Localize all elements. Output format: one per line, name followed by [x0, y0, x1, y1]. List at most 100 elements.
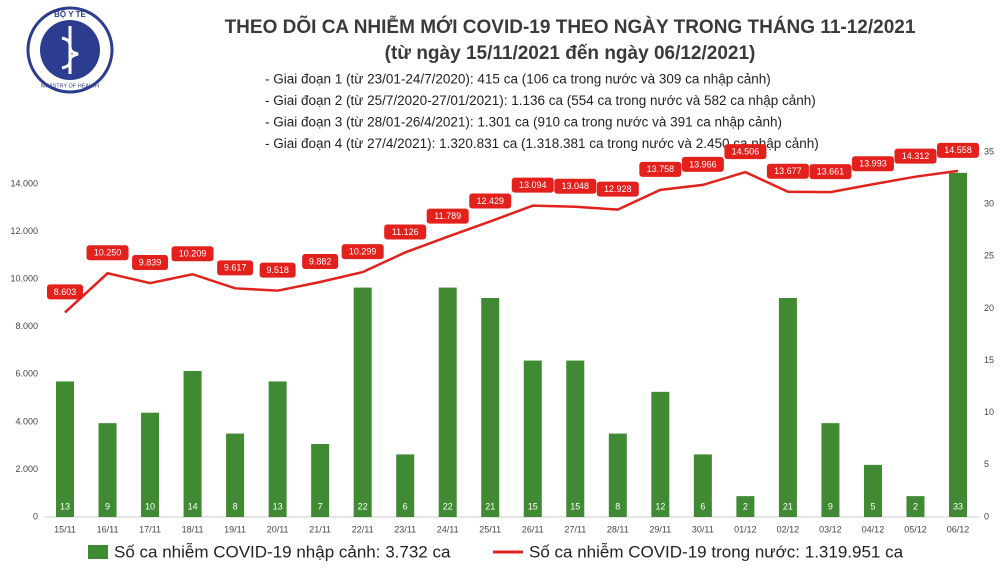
data-label: 14.506: [732, 146, 760, 156]
data-label-box: [469, 193, 512, 209]
bar: [736, 496, 755, 517]
data-label-box: [809, 164, 852, 180]
x-tick-label: 23/11: [394, 524, 416, 534]
bar-label: 15: [570, 501, 580, 511]
data-label-box: [681, 156, 724, 172]
y2-tick-label: 30: [984, 199, 994, 209]
x-tick-label: 18/11: [182, 524, 204, 534]
bar: [56, 381, 74, 517]
logo: BỘ Y TẾ MINISTRY OF HEALTH: [26, 6, 114, 94]
bar: [311, 444, 330, 517]
bar-label: 8: [233, 501, 238, 511]
legend-swatch: [88, 545, 108, 559]
bar-label: 9: [105, 501, 110, 511]
y-tick-label: 0: [33, 511, 38, 521]
data-label: 12.429: [476, 196, 504, 206]
legend-label: Số ca nhiễm COVID-19 nhập cảnh: 3.732 ca: [114, 542, 451, 561]
data-label: 9.882: [309, 256, 332, 266]
x-tick-label: 25/11: [479, 524, 501, 534]
bar: [566, 360, 585, 517]
data-label-box: [724, 144, 767, 160]
y2-tick-label: 20: [984, 303, 994, 313]
chart-title: THEO DÕI CA NHIỄM MỚI COVID-19 THEO NGÀY…: [225, 16, 916, 38]
bar: [863, 464, 882, 517]
data-label: 9.617: [224, 263, 247, 273]
bar-label: 8: [615, 501, 620, 511]
data-label-box: [851, 156, 894, 172]
data-label-box: [171, 246, 214, 262]
bar-label: 22: [443, 501, 453, 511]
bar: [353, 287, 372, 517]
bar: [906, 496, 925, 517]
data-label-box: [86, 245, 129, 261]
y-tick-label: 4.000: [15, 416, 38, 426]
bar-label: 15: [528, 501, 538, 511]
y-tick-label: 10.000: [10, 274, 38, 284]
data-label-box: [937, 142, 979, 158]
x-tick-label: 28/11: [607, 524, 629, 534]
data-label: 11.789: [434, 211, 461, 221]
y2-tick-label: 15: [984, 355, 994, 365]
data-label: 13.677: [774, 166, 802, 176]
bar-label: 2: [913, 501, 918, 511]
x-tick-label: 01/12: [734, 524, 757, 534]
data-label-box: [766, 163, 809, 179]
bar-label: 2: [743, 501, 748, 511]
data-label: 10.299: [349, 246, 377, 256]
data-label: 14.312: [902, 151, 930, 161]
y-tick-label: 14.000: [10, 178, 38, 188]
bar: [651, 391, 670, 517]
data-label-box: [639, 161, 682, 177]
bar-label: 7: [318, 501, 323, 511]
data-label: 13.966: [689, 159, 717, 169]
bar-label: 14: [188, 501, 198, 511]
data-label: 13.048: [562, 181, 590, 191]
logo-top: BỘ Y TẾ: [54, 9, 86, 19]
x-tick-label: 16/11: [97, 524, 119, 534]
bar: [523, 360, 542, 517]
bar: [226, 433, 245, 517]
bar: [821, 423, 840, 517]
data-label: 13.661: [817, 167, 845, 177]
y2-tick-label: 35: [984, 146, 994, 156]
bar-label: 5: [870, 501, 875, 511]
logo-emblem: [61, 26, 79, 74]
x-tick-label: 21/11: [309, 524, 331, 534]
x-tick-label: 03/12: [819, 524, 842, 534]
data-label-box: [302, 254, 339, 270]
data-label-box: [47, 284, 83, 300]
data-label: 9.839: [139, 257, 162, 267]
x-tick-label: 24/11: [437, 524, 459, 534]
x-tick-label: 29/11: [649, 524, 671, 534]
data-label-box: [132, 255, 169, 271]
bar-label: 13: [273, 501, 283, 511]
data-label: 11.126: [392, 227, 419, 237]
bar-label: 6: [403, 501, 408, 511]
data-label: 13.758: [647, 164, 675, 174]
bar: [949, 172, 967, 517]
bar-label: 12: [655, 501, 665, 511]
x-tick-label: 02/12: [777, 524, 800, 534]
chart-subtitle: (từ ngày 15/11/2021 đến ngày 06/12/2021): [385, 43, 756, 64]
bar: [693, 454, 712, 517]
bar: [481, 298, 500, 517]
x-tick-label: 15/11: [54, 524, 76, 534]
bar: [268, 381, 287, 517]
bar-label: 33: [953, 501, 963, 511]
bar: [141, 412, 160, 517]
x-tick-label: 27/11: [564, 524, 586, 534]
data-label-box: [511, 177, 554, 193]
y-tick-label: 12.000: [10, 226, 38, 236]
data-label-box: [341, 244, 384, 260]
data-label: 9.518: [266, 265, 289, 275]
x-tick-label: 30/11: [692, 524, 714, 534]
bar-label: 21: [485, 501, 495, 511]
y2-tick-label: 5: [984, 459, 989, 469]
bar: [438, 287, 457, 517]
x-tick-label: 19/11: [224, 524, 246, 534]
data-label: 12.928: [604, 184, 632, 194]
bar-label: 9: [828, 501, 833, 511]
bar: [183, 371, 202, 517]
